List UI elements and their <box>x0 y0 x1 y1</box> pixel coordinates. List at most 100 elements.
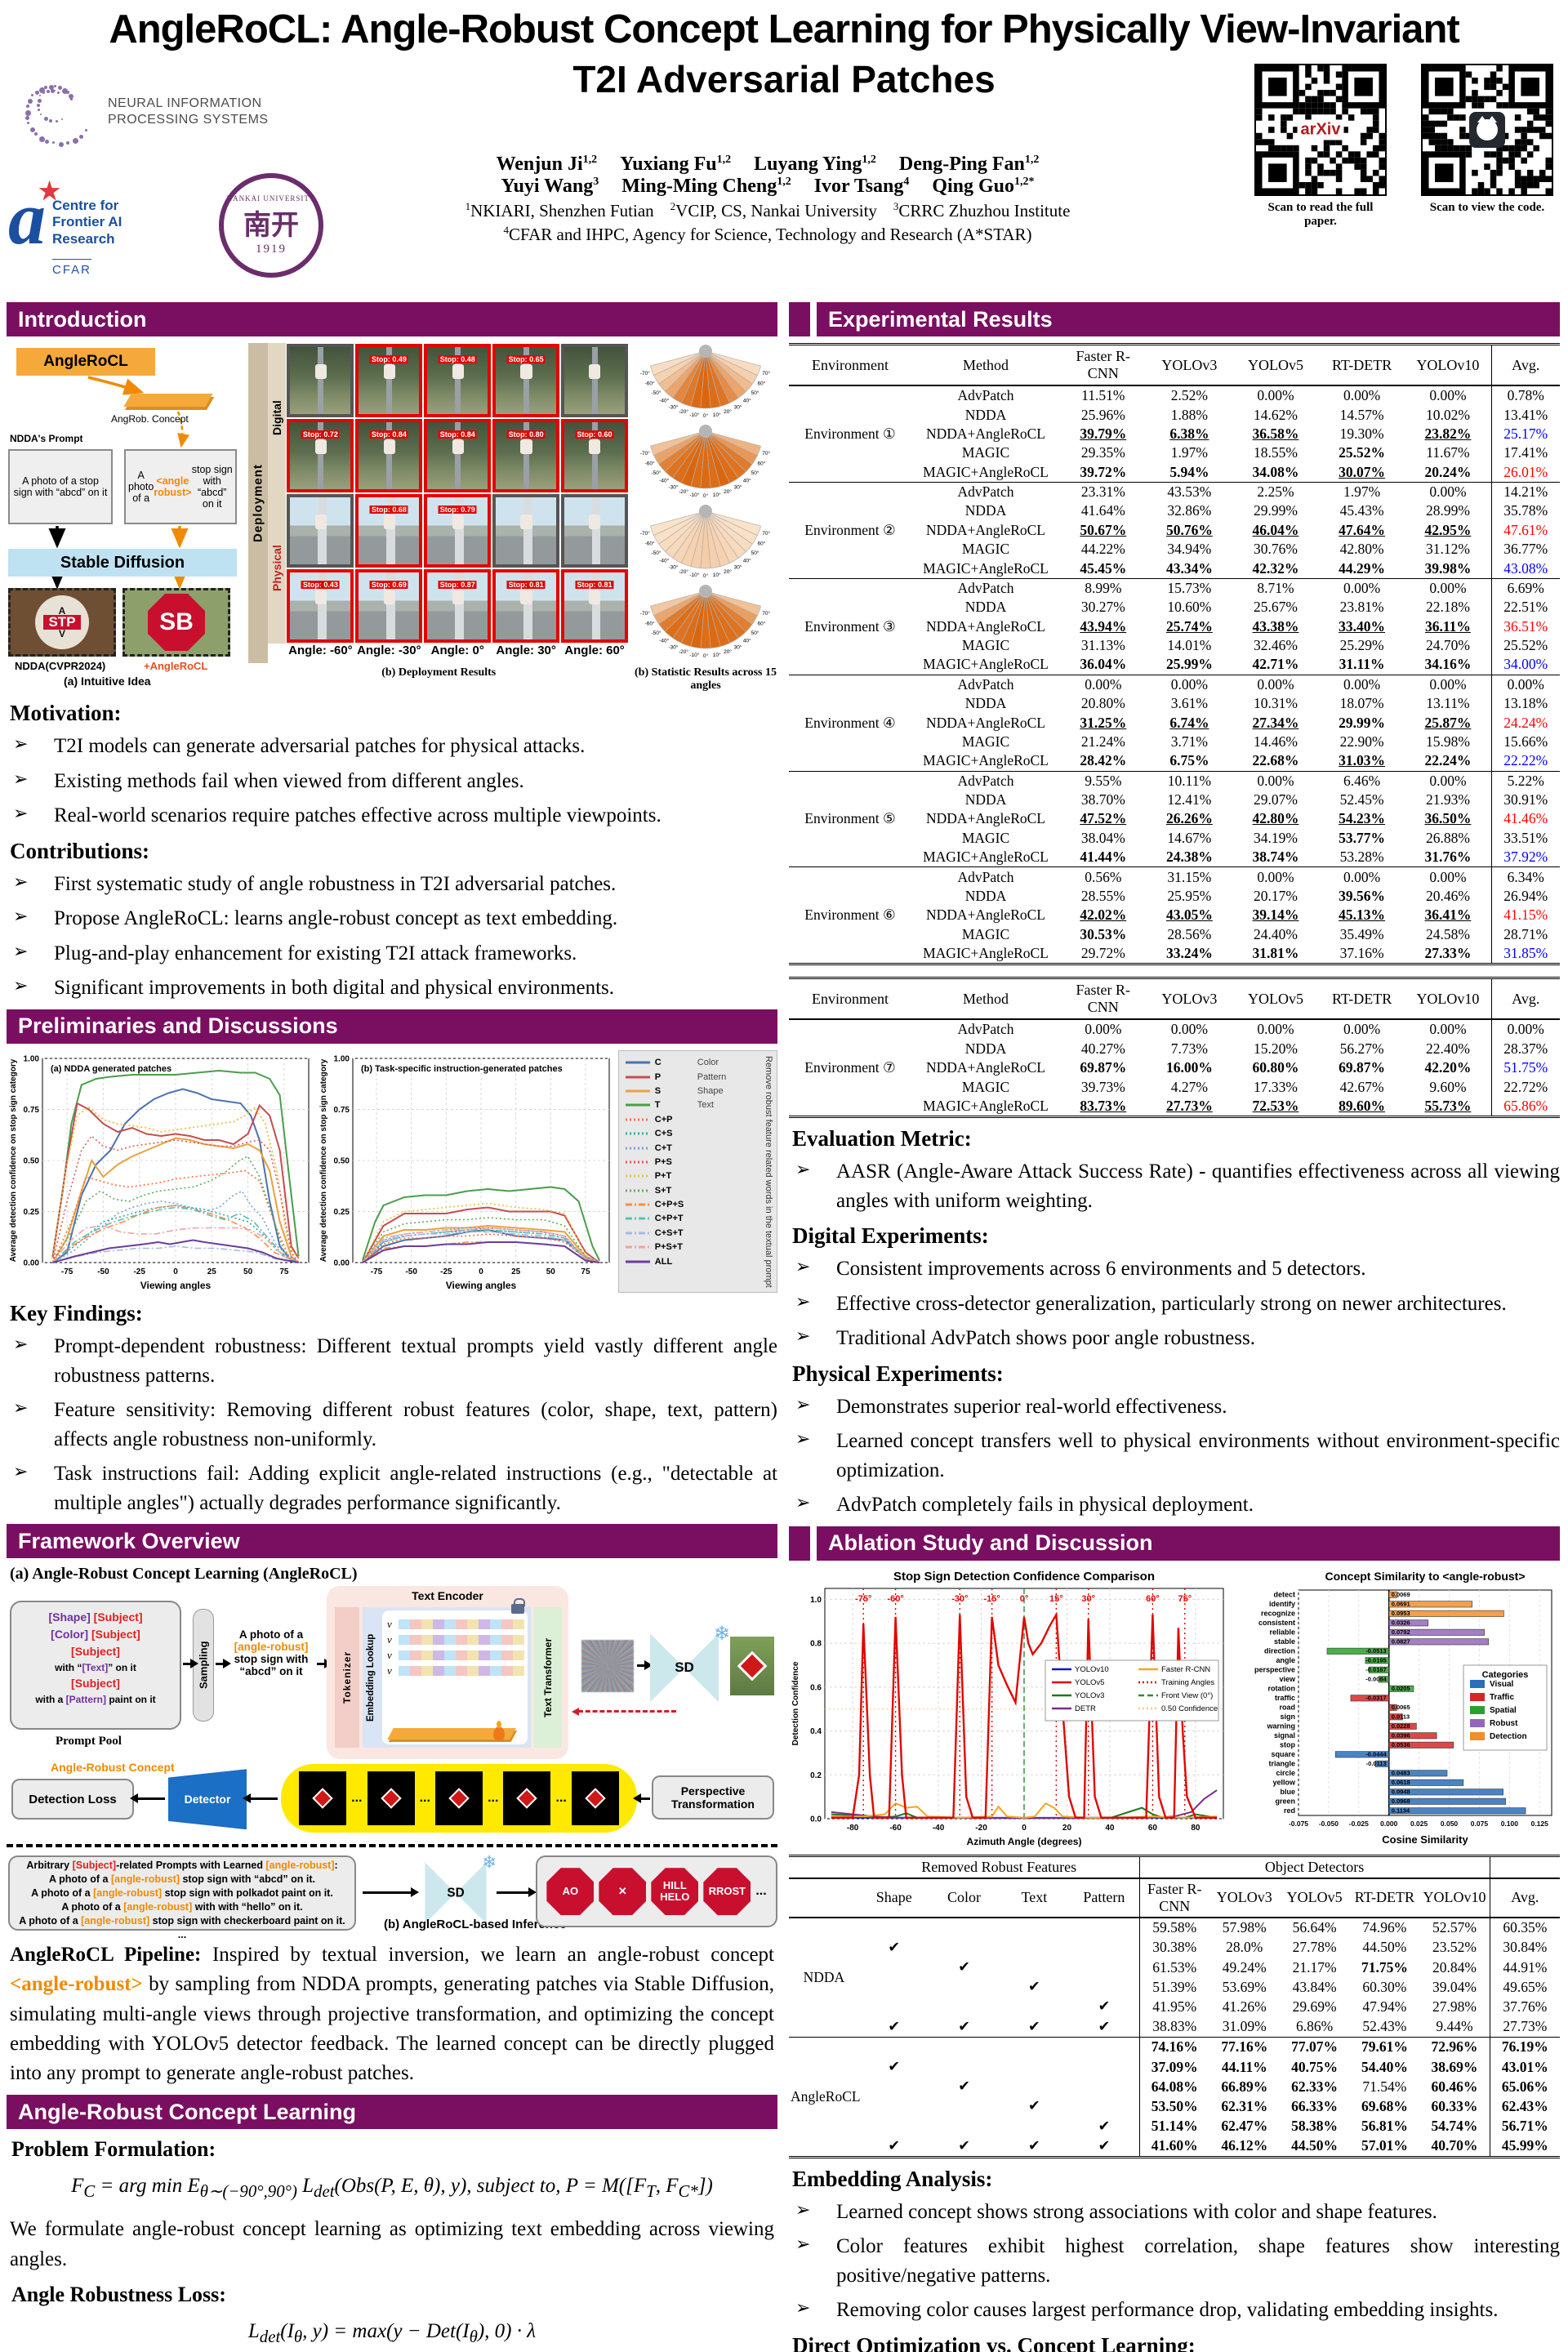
svg-text:20°: 20° <box>724 568 732 575</box>
value-cell: 0.00% <box>1318 674 1405 694</box>
value-cell: 62.31% <box>1221 2097 1268 2114</box>
avg-cell: 43.01% <box>1489 2056 1560 2078</box>
table-row: Environment ④ AdvPatch 0.00% 0.00% 0.00% 0.00… <box>789 674 1560 771</box>
check-cell <box>1069 2096 1139 2116</box>
value-cell: 3.61% <box>1170 695 1208 712</box>
table-row: MAGIC+AngleRoCL 45.45% 43.34% 42.32% 44.29% 3… <box>789 559 1560 579</box>
method-cell: AdvPatch <box>911 866 1060 887</box>
value-cell: 3.71% <box>1170 733 1208 750</box>
value-cell: 22.24% <box>1424 752 1472 769</box>
svg-text:0°: 0° <box>703 492 709 499</box>
svg-text:0.0953: 0.0953 <box>1392 1610 1410 1617</box>
svg-text:-70°: -70° <box>640 370 650 376</box>
svg-text:-0.0113: -0.0113 <box>1366 1760 1387 1767</box>
value-cell: 23.31% <box>1060 481 1147 502</box>
svg-text:0.0483: 0.0483 <box>1392 1769 1410 1776</box>
table-row: MAGIC 31.13% 14.01% 32.46% 25.29% 24.70% 25.52… <box>789 635 1560 656</box>
value-cell: 21.17% <box>1292 1958 1337 1976</box>
table-row: NDDA 40.27% 7.73% 15.20% 56.27% 22.40% 28.37% <box>789 1039 1560 1058</box>
angled-patch-thumb <box>299 1771 347 1826</box>
bullet-item: Effective cross-detector generalization,… <box>789 1290 1560 1319</box>
svg-text:0.0069: 0.0069 <box>1392 1591 1410 1598</box>
sd-model-inference: SD ❄ <box>425 1852 497 1925</box>
dashed-divider <box>7 1844 777 1848</box>
svg-text:25: 25 <box>207 1267 217 1276</box>
svg-text:Average detection confidence o: Average detection confidence on stop sig… <box>319 1058 328 1262</box>
svg-text:identify: identify <box>1269 1600 1295 1608</box>
bullet-item: Consistent improvements across 6 environ… <box>789 1254 1560 1284</box>
deployment-image: Stop: 0.49 <box>355 344 423 417</box>
text-encoder-box: Text Encoder Tokenizer Embedding Lookup … <box>327 1586 568 1760</box>
method-cell: NDDA <box>964 1040 1007 1057</box>
value-cell: 31.11% <box>1339 656 1385 673</box>
deployment-image <box>561 344 628 417</box>
svg-text:-40°: -40° <box>659 558 669 564</box>
avg-cell: 6.34% <box>1490 866 1560 887</box>
legend-entry: T Text <box>625 1100 714 1111</box>
avg-cell: 44.91% <box>1489 1958 1560 1978</box>
svg-text:30°: 30° <box>734 403 742 410</box>
value-cell: 30.27% <box>1080 599 1125 616</box>
svg-text:0: 0 <box>479 1267 484 1276</box>
check-cell <box>929 1997 1000 2016</box>
svg-text:stable: stable <box>1274 1637 1295 1646</box>
value-cell: 51.14% <box>1138 2116 1209 2136</box>
value-cell: 41.44% <box>1080 849 1127 866</box>
value-cell: 69.87% <box>1339 1059 1386 1076</box>
angled-patch-thumb <box>367 1771 415 1826</box>
value-cell: 23.52% <box>1432 1939 1477 1956</box>
value-cell: 9.55% <box>1060 770 1147 791</box>
inference-line: A photo of a [angle-robust] stop sign wi… <box>19 1914 345 1927</box>
avg-cell: 43.08% <box>1490 559 1560 579</box>
value-cell: 30.53% <box>1080 925 1127 942</box>
svg-text:-75: -75 <box>371 1267 383 1276</box>
value-cell: 27.73% <box>1165 1097 1213 1114</box>
angle-robustness-loss-heading: Angle Robustness Loss: <box>11 2282 226 2306</box>
pipeline-lead: AngleRoCL Pipeline: <box>10 1944 202 1967</box>
motivation-contributions: Motivation: T2I models can generate adver… <box>7 701 777 1003</box>
avg-cell: 13.41% <box>1490 405 1560 425</box>
svg-text:-40°: -40° <box>659 398 669 404</box>
intuitive-idea-panel: AngleRoCL AngRob. Concept NDDA's Prompt … <box>7 343 243 688</box>
avg-cell: 37.92% <box>1490 848 1560 867</box>
check-cell <box>929 1917 1000 1938</box>
svg-text:0.100: 0.100 <box>1501 1820 1519 1828</box>
poster-header: AngleRoCL: Angle-Robust Concept Learning… <box>0 0 1568 296</box>
table-row: Environment ⑤ AdvPatch 9.55% 10.11% 0.00% 6.4… <box>789 770 1560 867</box>
value-cell: 14.67% <box>1167 829 1212 846</box>
value-cell: 44.11% <box>1221 2058 1267 2075</box>
svg-text:30°: 30° <box>1081 1594 1095 1604</box>
qr-code-github <box>1421 64 1553 196</box>
method-cell: MAGIC+AngleRoCL <box>923 559 1049 577</box>
value-cell: 37.16% <box>1339 945 1384 962</box>
method-cell: NDDA <box>964 695 1007 712</box>
value-cell: 43.84% <box>1292 1978 1337 1995</box>
framework-caption-a: (a) Angle-Robust Concept Learning (Angle… <box>10 1565 358 1584</box>
bullet-item: Feature sensitivity: Removing different … <box>7 1396 777 1454</box>
value-cell: 20.80% <box>1080 695 1125 712</box>
results-table: Environment Method Faster R-CNN YOLOv3 YOLOv… <box>789 977 1560 1119</box>
check-cell <box>929 1977 1000 1997</box>
value-cell: 9.60% <box>1429 1078 1467 1095</box>
check-cell <box>859 1977 929 1997</box>
svg-text:-10°: -10° <box>689 572 699 578</box>
column-header: Avg. <box>1490 344 1560 386</box>
author-name: Yuxiang Fu1,2 <box>620 154 732 175</box>
svg-text:0.4: 0.4 <box>810 1727 822 1736</box>
avg-cell: 36.77% <box>1490 540 1560 559</box>
text-transformer-strip: Text Transformer <box>534 1607 562 1748</box>
output-sign: AO <box>546 1868 595 1916</box>
inference-line: A photo of a [angle-robust] stop sign wi… <box>31 1886 333 1899</box>
method-cell: NDDA+AngleRoCL <box>926 425 1045 442</box>
value-cell: 39.72% <box>1080 463 1127 480</box>
svg-text:1.0: 1.0 <box>810 1596 822 1605</box>
framework-caption-b: (b) AngleRoCL-based Inference <box>384 1918 567 1932</box>
column-header: YOLOv10 <box>1405 344 1491 386</box>
check-cell <box>999 2057 1069 2077</box>
svg-text:0.00: 0.00 <box>24 1258 40 1267</box>
angle-labels: Angle: -60° Angle: -30° Angle: 0° Angle: 30… <box>286 644 629 663</box>
column-header: RT-DETR <box>1318 344 1405 386</box>
method-cell: AdvPatch <box>911 481 1060 502</box>
avg-cell: 33.51% <box>1490 828 1560 848</box>
svg-text:0: 0 <box>173 1267 178 1276</box>
